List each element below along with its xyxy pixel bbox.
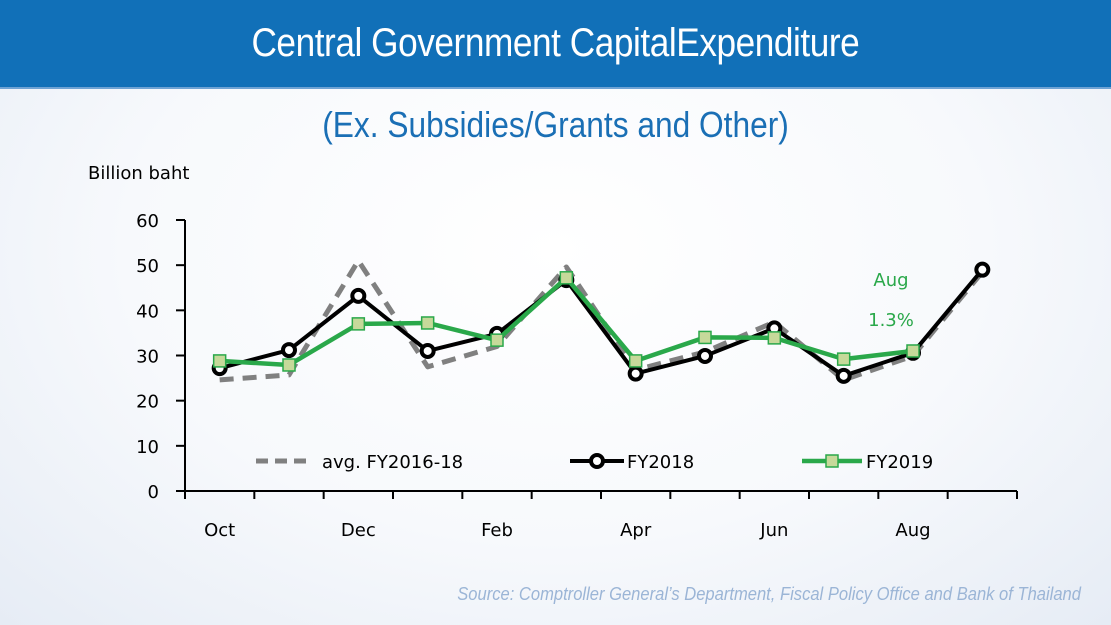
page-title: Central Government CapitalExpenditure [251, 21, 860, 65]
y-tick-label: 50 [136, 256, 159, 277]
chart-subtitle: (Ex. Subsidies/Grants and Other) [322, 104, 789, 145]
legend-label-fy2019: FY2019 [866, 452, 933, 473]
y-tick-label: 60 [136, 211, 159, 232]
x-tick-label: Apr [620, 520, 652, 541]
fy2018-point [697, 347, 713, 364]
source-note: Source: Comptroller General’s Department… [457, 584, 1081, 604]
fy2018-point [350, 287, 367, 304]
fy2019-point [490, 333, 504, 347]
x-tick-label: Feb [481, 520, 513, 541]
annotation-month: Aug [873, 270, 908, 291]
fy2019-point [628, 354, 643, 368]
fy2018-point [627, 365, 644, 382]
y-tick-label: 10 [136, 437, 159, 458]
y-tick-label: 0 [148, 482, 159, 503]
fy2019-point [420, 316, 435, 330]
x-tick-label: Dec [341, 520, 376, 541]
fy2018-point [974, 261, 991, 278]
fy2019-point [836, 352, 851, 366]
x-tick-label: Aug [895, 520, 930, 541]
y-tick-label: 30 [136, 347, 159, 368]
series-line-1 [219, 268, 984, 378]
x-tick-label: Oct [204, 520, 235, 541]
title-banner: Central Government CapitalExpenditure [0, 0, 1111, 89]
y-tick-label: 40 [136, 301, 159, 322]
series-group [211, 258, 991, 384]
axes: 0 10 20 30 40 50 60 Oct Dec Feb Apr Jun Aug [136, 211, 1018, 541]
legend-label-fy2018: FY2018 [627, 452, 694, 473]
fy2018-point [281, 342, 297, 359]
fy2019-point [559, 271, 574, 285]
fy2019-point [698, 330, 712, 345]
x-tick-label: Jun [759, 520, 788, 541]
legend-label-avg: avg. FY2016-18 [322, 452, 463, 473]
y-axis-label: Billion baht [88, 163, 189, 184]
fy2019-point [767, 331, 782, 345]
fy2019-point [282, 358, 296, 372]
fy2019-point [351, 317, 366, 331]
annotation-growth: 1.3% [868, 310, 914, 331]
fy2018-point [419, 342, 436, 359]
y-tick-label: 20 [136, 392, 159, 413]
legend: avg. FY2016-18 FY2018 FY2019 [256, 452, 933, 473]
series-line-0 [219, 258, 985, 383]
fy2019-point [212, 354, 227, 368]
annotations: Aug 1.3% [868, 270, 914, 331]
fy2019-point [906, 344, 920, 358]
legend-marker-fy2018 [589, 453, 605, 469]
legend-marker-fy2019 [825, 454, 839, 468]
fy2018-point [835, 367, 852, 384]
